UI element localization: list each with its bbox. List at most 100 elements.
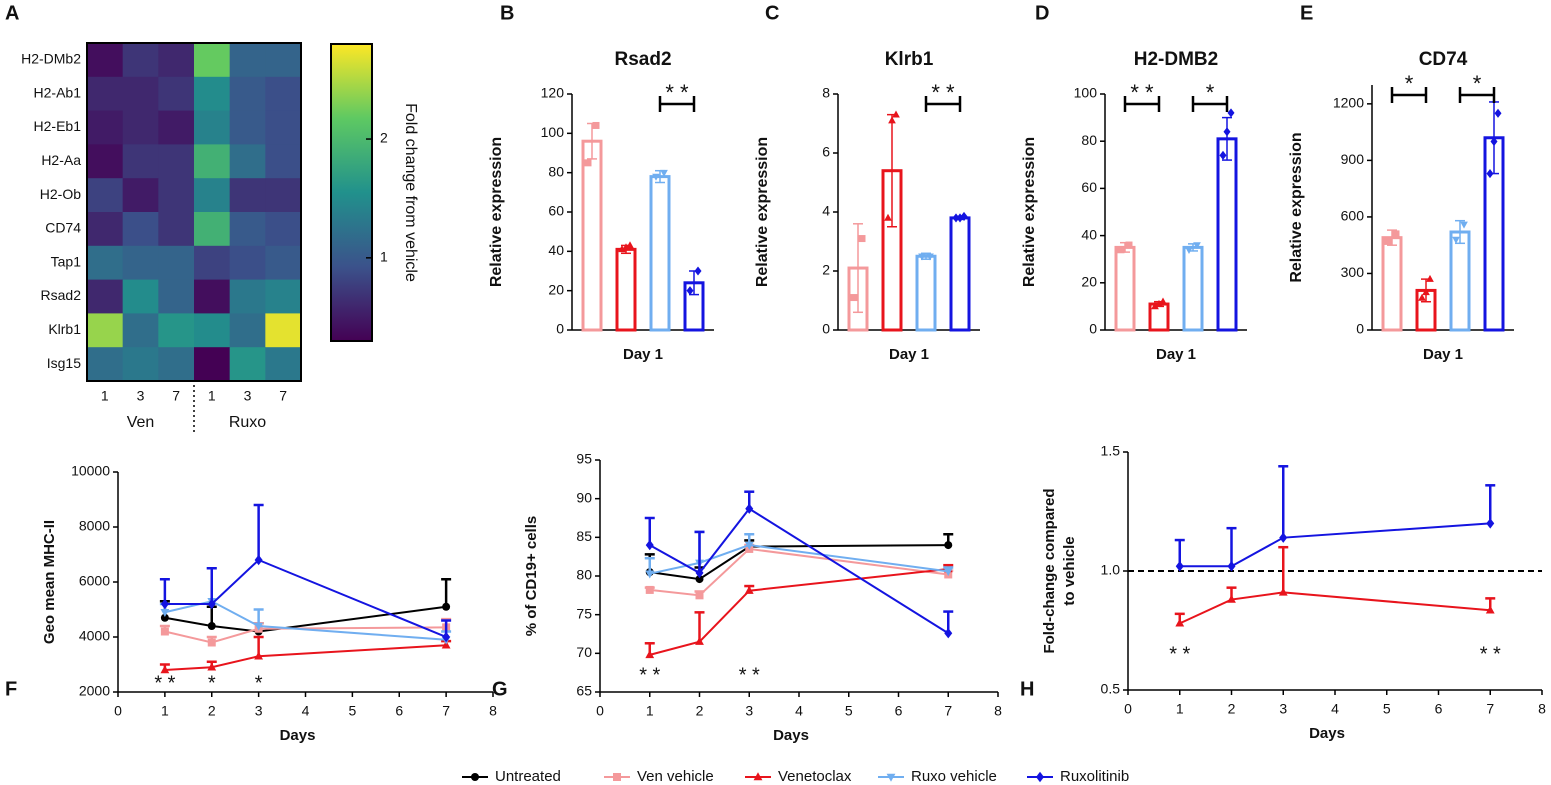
heatmap-cell bbox=[229, 279, 266, 314]
data-point bbox=[1486, 518, 1495, 529]
heatmap-cell bbox=[229, 43, 266, 78]
panel-letter: A bbox=[5, 2, 19, 24]
panel-letter: G bbox=[492, 678, 508, 700]
x-tick-label: 6 bbox=[395, 703, 403, 719]
y-tick-label: 1.0 bbox=[1101, 562, 1121, 578]
colorbar-label: Fold change from vehicle bbox=[402, 103, 419, 282]
data-point bbox=[943, 568, 953, 577]
row-label: H2-Ob bbox=[40, 186, 81, 202]
significance-label: * * bbox=[739, 664, 760, 686]
y-axis-label: % of CD19+ cells bbox=[523, 516, 540, 636]
column-label: 3 bbox=[137, 388, 145, 404]
x-tick-label: 1 bbox=[1176, 701, 1184, 717]
heatmap-border bbox=[86, 42, 302, 382]
data-point bbox=[207, 598, 216, 610]
x-tick-label: 1 bbox=[161, 703, 169, 719]
heatmap-cell bbox=[265, 313, 302, 348]
data-point bbox=[744, 541, 754, 550]
y-tick-label: 80 bbox=[576, 567, 592, 583]
heatmap-cell bbox=[194, 279, 231, 314]
legend-label: Venetoclax bbox=[778, 768, 852, 785]
heatmap-cell bbox=[158, 43, 195, 78]
chart-title: CD74 bbox=[1419, 49, 1468, 70]
x-tick-label: 4 bbox=[302, 703, 310, 719]
data-point bbox=[1185, 246, 1193, 254]
heatmap-cell bbox=[158, 110, 195, 145]
bar bbox=[1381, 236, 1403, 332]
data-point bbox=[1490, 136, 1498, 147]
data-point bbox=[160, 665, 170, 674]
heatmap-cell bbox=[265, 279, 302, 314]
heatmap-cell bbox=[194, 212, 231, 247]
x-axis-label: Days bbox=[280, 727, 316, 744]
data-point bbox=[207, 662, 217, 671]
heatmap-cell bbox=[194, 43, 231, 78]
y-axis-label: Fold-change compared bbox=[1041, 488, 1058, 653]
row-label: Rsad2 bbox=[41, 287, 82, 303]
heatmap-cell bbox=[158, 347, 195, 382]
data-point bbox=[618, 245, 626, 253]
y-tick-label: 0 bbox=[1356, 321, 1364, 337]
data-point bbox=[1384, 237, 1392, 245]
y-tick-label: 100 bbox=[1074, 85, 1098, 101]
series-line bbox=[164, 600, 447, 641]
data-point bbox=[1426, 274, 1434, 282]
data-point bbox=[1485, 605, 1495, 614]
heatmap-cell bbox=[194, 178, 231, 213]
row-label: H2-Ab1 bbox=[34, 84, 82, 100]
data-point bbox=[695, 575, 704, 584]
data-point bbox=[1278, 587, 1288, 596]
heatmap-cell bbox=[122, 347, 159, 382]
data-point bbox=[1279, 532, 1288, 543]
y-axis-label: to vehicle bbox=[1061, 536, 1078, 605]
data-point bbox=[1151, 302, 1159, 310]
column-label: 3 bbox=[244, 388, 252, 404]
series-line bbox=[649, 544, 949, 575]
row-label: CD74 bbox=[45, 220, 81, 236]
y-tick-label: 6000 bbox=[79, 573, 110, 589]
data-point bbox=[442, 631, 451, 643]
data-point bbox=[1486, 169, 1494, 179]
y-tick-label: 0 bbox=[822, 321, 830, 337]
data-point bbox=[1125, 241, 1133, 249]
heatmap-cell bbox=[122, 178, 159, 213]
x-tick-label: 3 bbox=[745, 703, 753, 719]
significance-label: * bbox=[208, 672, 216, 694]
bar bbox=[615, 247, 637, 332]
chart-title: Rsad2 bbox=[614, 49, 671, 70]
row-label: H2-Aa bbox=[41, 152, 81, 168]
data-point bbox=[888, 116, 896, 124]
y-tick-label: 1200 bbox=[1333, 95, 1364, 111]
y-tick-label: 6 bbox=[822, 144, 830, 160]
heatmap-cell bbox=[158, 212, 195, 247]
data-point bbox=[652, 173, 660, 181]
legend-label: Ruxo vehicle bbox=[911, 768, 997, 785]
data-point bbox=[626, 241, 634, 249]
data-point bbox=[686, 286, 694, 296]
y-tick-label: 85 bbox=[576, 528, 592, 544]
heatmap-cell bbox=[229, 178, 266, 213]
column-label: 7 bbox=[279, 388, 287, 404]
y-tick-label: 80 bbox=[548, 163, 564, 179]
data-point bbox=[850, 294, 858, 302]
heatmap-cell bbox=[265, 178, 302, 213]
significance-label: * * bbox=[1130, 80, 1154, 105]
series-line bbox=[649, 507, 949, 635]
heatmap-cell bbox=[265, 43, 302, 78]
data-point bbox=[952, 213, 960, 223]
x-tick-label: 3 bbox=[255, 703, 263, 719]
heatmap-cell bbox=[158, 279, 195, 314]
data-point bbox=[660, 169, 668, 177]
significance-label: * bbox=[255, 672, 263, 694]
data-point bbox=[584, 159, 592, 167]
y-tick-label: 4 bbox=[822, 203, 830, 219]
heatmap-cell bbox=[87, 279, 124, 314]
heatmap-cell bbox=[158, 76, 195, 112]
heatmap-cell bbox=[194, 110, 231, 145]
bar bbox=[915, 254, 937, 332]
heatmap-cell bbox=[122, 76, 159, 112]
significance-label: * * bbox=[931, 80, 955, 105]
x-tick-label: 3 bbox=[1279, 701, 1287, 717]
series-line bbox=[649, 544, 949, 581]
